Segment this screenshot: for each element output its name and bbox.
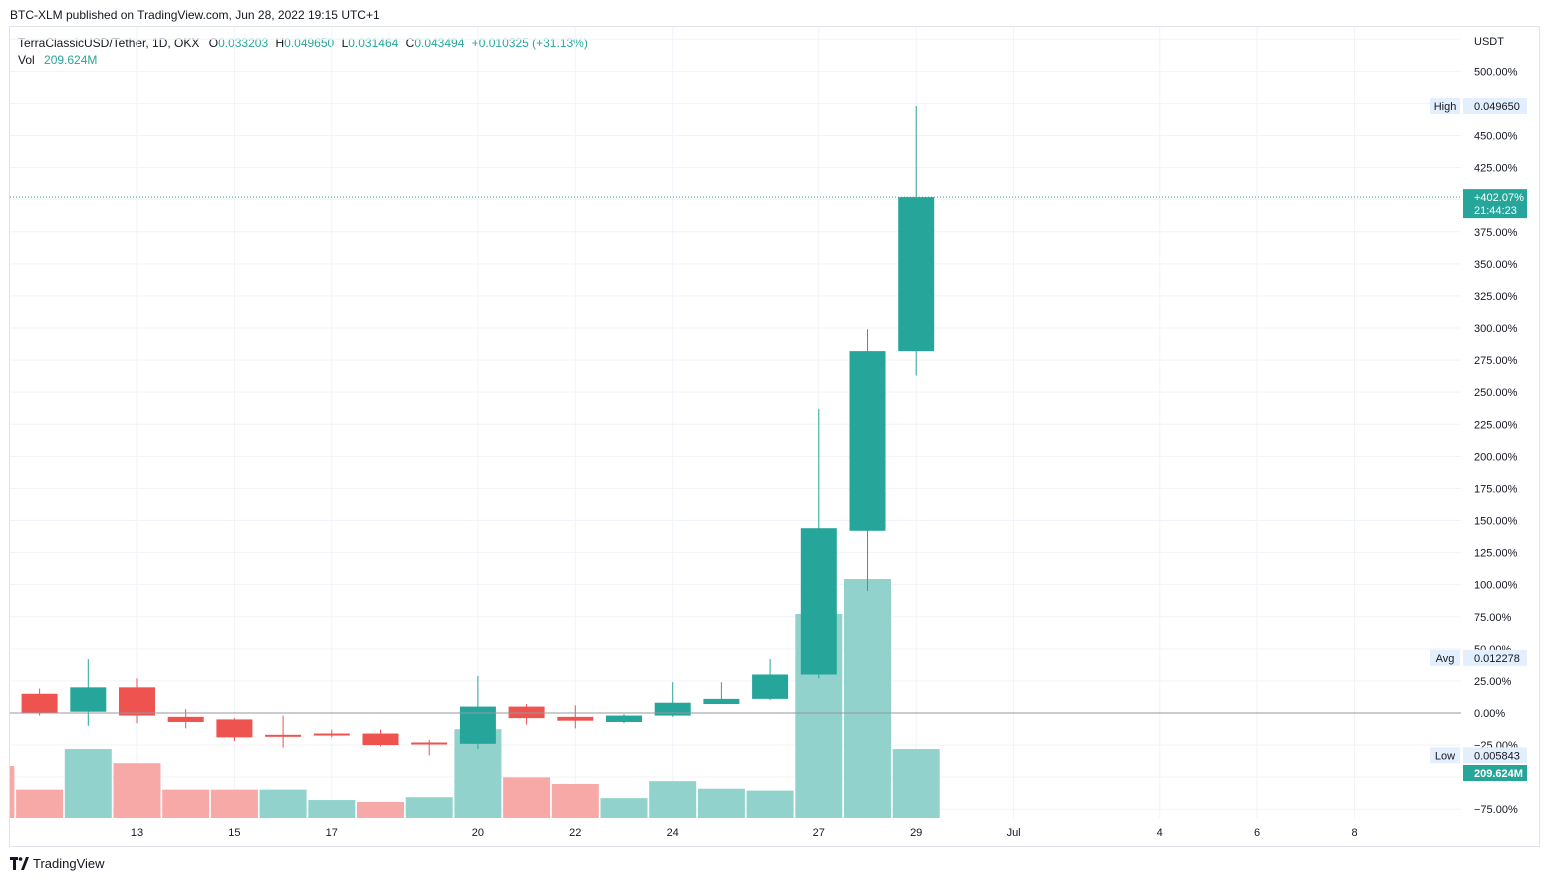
legend-volume-label[interactable]: Vol <box>18 53 35 67</box>
legend-high-value: 0.049650 <box>284 36 335 50</box>
published-caption: BTC-XLM published on TradingView.com, Ju… <box>10 8 380 22</box>
legend-open-label: O <box>208 36 219 50</box>
legend-low-value: 0.031464 <box>348 36 399 50</box>
legend-high-label: H <box>275 36 285 50</box>
legend-ohlc-row: TerraClassicUSD/Tether, 1D, OKX O0.03320… <box>18 35 588 52</box>
chart-legend: TerraClassicUSD/Tether, 1D, OKX O0.03320… <box>18 35 588 69</box>
legend-close-label: C <box>405 36 415 50</box>
legend-symbol[interactable]: TerraClassicUSD/Tether, 1D, OKX <box>18 36 200 50</box>
legend-open-value: 0.033203 <box>218 36 269 50</box>
footer-brand-text: TradingView <box>33 856 105 871</box>
footer-brand: TradingView <box>10 856 105 871</box>
legend-volume-row: Vol 209.624M <box>18 52 588 69</box>
legend-low-label: L <box>341 36 349 50</box>
chart-frame <box>9 26 1540 847</box>
tradingview-logo-icon <box>10 856 29 870</box>
legend-close-value: 0.043494 <box>414 36 465 50</box>
legend-change: +0.010325 (+31.13%) <box>471 36 588 50</box>
legend-volume-value: 209.624M <box>44 53 98 67</box>
